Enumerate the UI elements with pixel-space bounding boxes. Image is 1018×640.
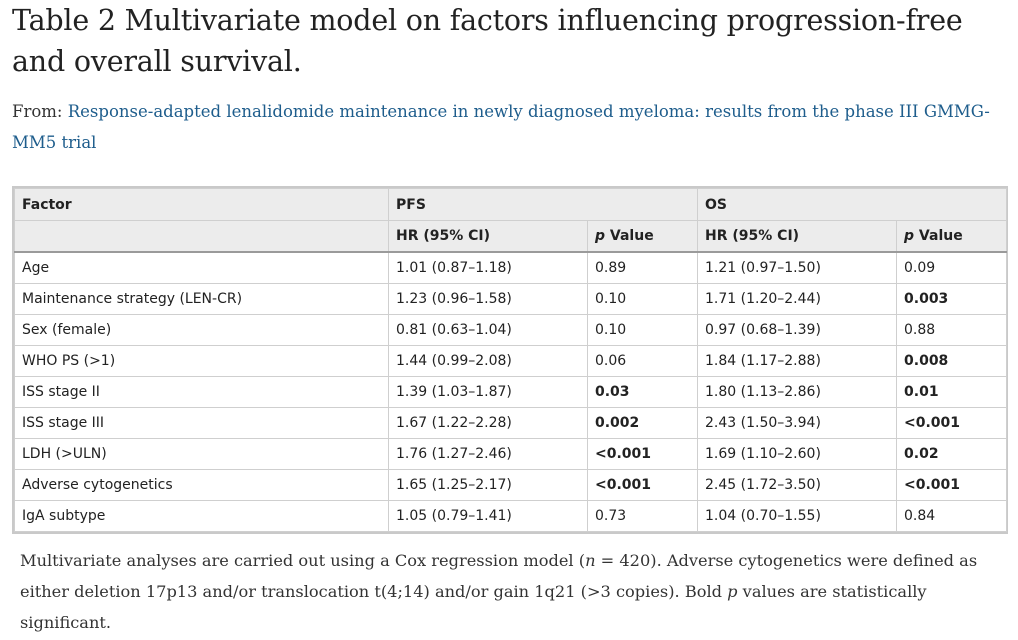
cell-pfs-hr: 1.05 (0.79–1.41) [388,500,588,532]
p-italic: p [904,228,915,244]
footnote-part-2: = 420). Adverse cytogenetics were define… [20,551,978,601]
cell-factor: ISS stage III [14,407,389,439]
table-row: WHO PS (>1) 1.44 (0.99–2.08) 0.06 1.84 (1.1… [14,345,1008,377]
table-row: Maintenance strategy (LEN-CR) 1.23 (0.96–… [14,283,1008,315]
results-table: Factor PFS OS HR (95% CI) p Value HR (95… [14,188,1008,532]
cell-pfs-hr: 1.39 (1.03–1.87) [388,376,588,408]
table-header-row-1: Factor PFS OS [14,188,1008,221]
header-os: OS [697,188,1008,221]
cell-pfs-hr: 1.23 (0.96–1.58) [388,283,588,315]
table-row: IgA subtype 1.05 (0.79–1.41) 0.73 1.04 (0.7… [14,500,1008,532]
cell-pfs-p: <0.001 [586,438,699,470]
cell-pfs-hr: 1.44 (0.99–2.08) [388,345,588,377]
header-pfs-p-value: p Value [586,220,699,253]
cell-factor: Age [14,251,389,284]
cell-factor: LDH (>ULN) [14,438,389,470]
cell-factor: WHO PS (>1) [14,345,389,377]
source-article-link[interactable]: Response-adapted lenalidomide maintenanc… [12,102,990,152]
header-pfs: PFS [387,188,699,221]
cell-os-hr: 1.84 (1.17–2.88) [697,345,898,377]
cell-pfs-p: 0.03 [586,376,699,408]
from-label: From: [12,102,68,121]
cell-os-hr: 2.43 (1.50–3.94) [697,407,898,439]
p-value-suffix: Value [914,228,963,244]
cell-os-hr: 1.04 (0.70–1.55) [697,500,898,532]
p-value-suffix: Value [605,228,654,244]
cell-pfs-p: 0.10 [586,283,699,315]
cell-pfs-hr: 0.81 (0.63–1.04) [388,314,588,346]
footnote-n-italic: n [585,551,596,570]
cell-os-p: <0.001 [896,407,1008,439]
table-row: Adverse cytogenetics 1.65 (1.25–2.17) <0.0… [14,469,1008,501]
cell-pfs-p: <0.001 [586,469,699,501]
table-title: Table 2 Multivariate model on factors in… [12,4,963,78]
table-body: Age 1.01 (0.87–1.18) 0.89 1.21 (0.97–1.50) 0… [14,251,1008,532]
cell-factor: Adverse cytogenetics [14,469,389,501]
cell-os-p: 0.003 [896,283,1008,315]
cell-os-hr: 1.80 (1.13–2.86) [697,376,898,408]
cell-os-p: 0.01 [896,376,1008,408]
cell-os-p: 0.88 [896,314,1008,346]
cell-factor: IgA subtype [14,500,389,532]
cell-pfs-hr: 1.01 (0.87–1.18) [388,251,588,284]
table-row: Age 1.01 (0.87–1.18) 0.89 1.21 (0.97–1.50) 0… [14,251,1008,284]
header-os-p-value: p Value [896,220,1008,253]
footnote-part-1: Multivariate analyses are carried out us… [20,551,586,570]
cell-pfs-hr: 1.76 (1.27–2.46) [388,438,588,470]
table-row: ISS stage III 1.67 (1.22–2.28) 0.002 2.43 (… [14,407,1008,439]
cell-factor: Maintenance strategy (LEN-CR) [14,283,389,315]
header-factor: Factor [14,188,389,221]
cell-os-p: 0.09 [896,251,1008,284]
cell-os-hr: 1.21 (0.97–1.50) [697,251,898,284]
footnote-p-italic: p [727,582,738,601]
cell-pfs-p: 0.06 [586,345,699,377]
cell-pfs-p: 0.10 [586,314,699,346]
table-row: LDH (>ULN) 1.76 (1.27–2.46) <0.001 1.69 (1.… [14,438,1008,470]
table-header-row-2: HR (95% CI) p Value HR (95% CI) p Value [14,220,1008,253]
cell-pfs-p: 0.89 [586,251,699,284]
cell-pfs-p: 0.73 [586,500,699,532]
table-row: ISS stage II 1.39 (1.03–1.87) 0.03 1.80 (1.… [14,376,1008,408]
p-italic: p [595,228,606,244]
cell-pfs-hr: 1.67 (1.22–2.28) [388,407,588,439]
page: Table 2 Multivariate model on factors in… [12,0,1010,632]
cell-os-p: 0.84 [896,500,1008,532]
cell-pfs-p: 0.002 [586,407,699,439]
cell-pfs-hr: 1.65 (1.25–2.17) [388,469,588,501]
header-empty [14,220,389,253]
source-citation: From: Response-adapted lenalidomide main… [12,96,1002,158]
cell-os-hr: 1.71 (1.20–2.44) [697,283,898,315]
cell-os-p: 0.008 [896,345,1008,377]
header-os-hr: HR (95% CI) [697,220,898,253]
cell-factor: Sex (female) [14,314,389,346]
cell-os-hr: 0.97 (0.68–1.39) [697,314,898,346]
cell-os-hr: 1.69 (1.10–2.60) [697,438,898,470]
table-footnote: Multivariate analyses are carried out us… [20,545,1000,638]
results-table-container: Factor PFS OS HR (95% CI) p Value HR (95… [12,186,1008,534]
cell-factor: ISS stage II [14,376,389,408]
table-row: Sex (female) 0.81 (0.63–1.04) 0.10 0.97 (0.… [14,314,1008,346]
cell-os-p: <0.001 [896,469,1008,501]
header-pfs-hr: HR (95% CI) [388,220,588,253]
footnote-part-3: values are statistically significant. [20,582,927,632]
cell-os-p: 0.02 [896,438,1008,470]
cell-os-hr: 2.45 (1.72–3.50) [697,469,898,501]
